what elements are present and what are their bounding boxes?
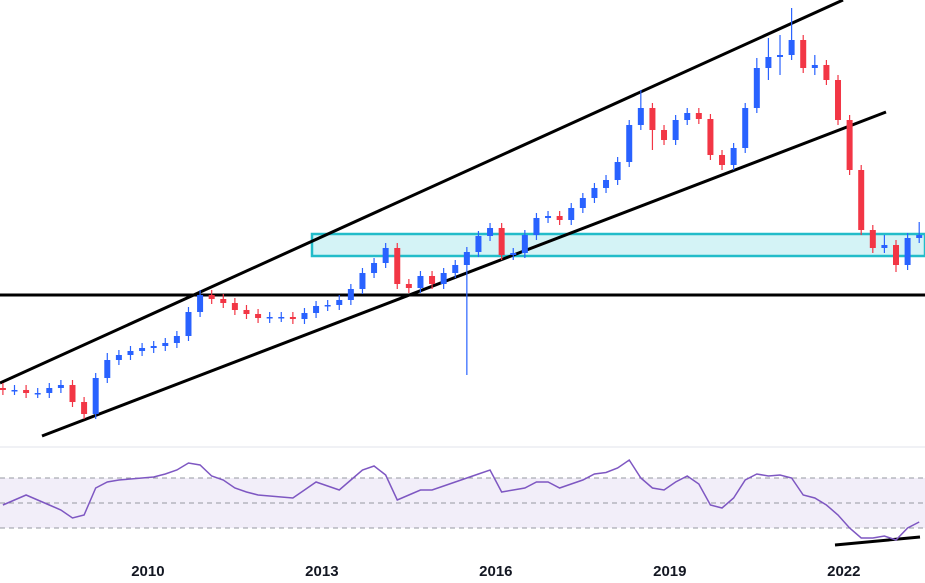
candle-body xyxy=(487,228,494,236)
candle-body xyxy=(498,228,505,255)
candle-body xyxy=(869,230,876,248)
candle-body xyxy=(405,284,412,288)
x-tick-label: 2016 xyxy=(479,563,512,580)
candle-body xyxy=(591,188,598,198)
candle-body xyxy=(324,305,331,307)
candle-body xyxy=(835,80,842,120)
candle-body xyxy=(858,170,865,230)
channel-top xyxy=(0,0,844,385)
candle-body xyxy=(359,273,366,289)
candle-body xyxy=(208,295,215,299)
candle-body xyxy=(220,299,227,303)
candle-body xyxy=(34,393,41,395)
candle-body xyxy=(510,253,517,255)
candle-body xyxy=(0,388,6,390)
candle-body xyxy=(57,385,64,388)
candle-body xyxy=(46,388,53,393)
candle-body xyxy=(904,238,911,265)
candle-body xyxy=(11,390,18,392)
candle-body xyxy=(463,252,470,265)
candle-body xyxy=(92,378,99,414)
candle-body xyxy=(127,351,134,355)
candle-body xyxy=(336,300,343,305)
candle-body xyxy=(684,113,691,120)
x-tick-label: 2019 xyxy=(653,563,686,580)
candle-body xyxy=(266,317,273,319)
candle-body xyxy=(893,245,900,265)
candle-body xyxy=(730,148,737,165)
candle-body xyxy=(823,65,830,80)
candle-body xyxy=(626,125,633,162)
candle-body xyxy=(649,108,656,130)
candle-body xyxy=(742,108,749,148)
candle-body xyxy=(661,130,668,140)
x-tick-label: 2010 xyxy=(131,563,164,580)
candle-body xyxy=(707,119,714,155)
candle-body xyxy=(545,216,552,218)
candle-body xyxy=(614,162,621,180)
candle-body xyxy=(452,265,459,273)
candle-body xyxy=(637,108,644,125)
candle-body xyxy=(139,348,146,351)
candle-body xyxy=(23,390,30,393)
candle-body xyxy=(777,55,784,57)
candle-body xyxy=(417,276,424,288)
candle-body xyxy=(173,336,180,343)
candle-body xyxy=(429,276,436,284)
candle-body xyxy=(313,306,320,313)
candle-body xyxy=(788,40,795,55)
candle-body xyxy=(104,360,111,378)
candle-body xyxy=(162,343,169,346)
candle-body xyxy=(382,248,389,263)
candle-body xyxy=(197,295,204,312)
candle-body xyxy=(811,65,818,68)
candle-body xyxy=(231,303,238,310)
candle-body xyxy=(846,120,853,170)
candle-body xyxy=(69,385,76,402)
candle-body xyxy=(278,317,285,319)
candle-body xyxy=(916,235,923,238)
candle-body xyxy=(533,218,540,235)
rsi-line xyxy=(2,458,920,541)
candle-body xyxy=(255,314,262,318)
candle-body xyxy=(765,57,772,68)
x-tick-label: 2022 xyxy=(827,563,860,580)
candle-body xyxy=(243,310,250,314)
zone xyxy=(310,232,925,258)
candle-body xyxy=(301,313,308,319)
candle-body xyxy=(556,216,563,220)
candle-body xyxy=(800,40,807,68)
rsi-trendline xyxy=(834,535,921,547)
candle-body xyxy=(185,312,192,336)
candle-body xyxy=(347,289,354,300)
candle-body xyxy=(81,402,88,414)
x-tick-label: 2013 xyxy=(305,563,338,580)
candle-body xyxy=(289,317,296,319)
candle-body xyxy=(579,198,586,208)
candle-body xyxy=(719,155,726,165)
candle-body xyxy=(695,113,702,119)
candle-body xyxy=(603,180,610,188)
candle-body xyxy=(440,273,447,284)
candle-body xyxy=(521,235,528,253)
candle-body xyxy=(115,355,122,360)
candle-body xyxy=(672,120,679,140)
candle-body xyxy=(475,236,482,252)
candle-body xyxy=(394,248,401,284)
channel-bottom xyxy=(41,110,887,438)
candle-body xyxy=(881,245,888,248)
candle-body xyxy=(753,68,760,108)
candle-body xyxy=(568,208,575,220)
candle-body xyxy=(371,263,378,273)
candle-body xyxy=(150,346,157,348)
